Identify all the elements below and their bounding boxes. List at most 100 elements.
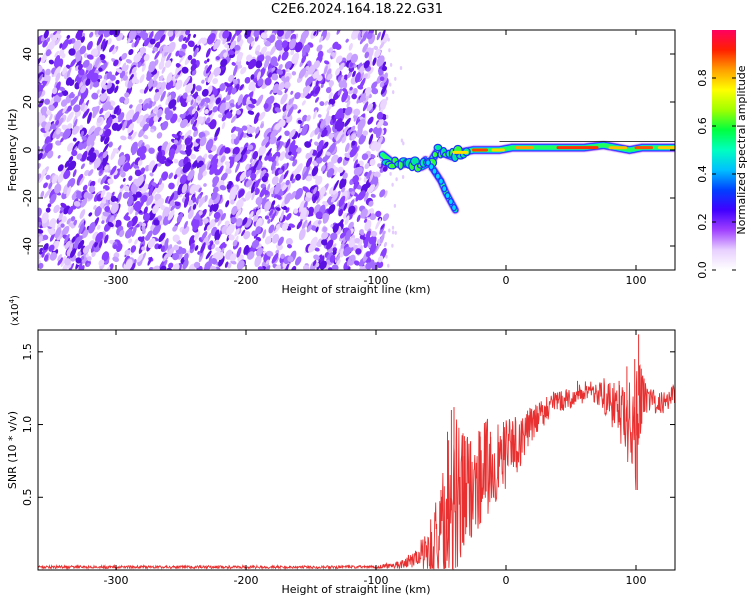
- noise-speckle: [155, 88, 159, 93]
- noise-speckle: [299, 200, 305, 212]
- noise-speckle: [38, 149, 41, 158]
- noise-speckle: [252, 159, 259, 171]
- noise-speckle: [373, 171, 381, 178]
- noise-speckle: [224, 220, 230, 227]
- noise-speckle: [124, 64, 129, 72]
- noise-speckle: [198, 116, 202, 122]
- noise-speckle: [287, 244, 292, 249]
- noise-speckle: [80, 85, 87, 94]
- noise-speckle: [232, 78, 239, 84]
- noise-speckle: [254, 255, 262, 267]
- noise-speckle: [330, 223, 334, 228]
- noise-speckle: [376, 111, 384, 120]
- noise-speckle: [275, 249, 280, 255]
- noise-speckle: [344, 142, 350, 153]
- noise-speckle: [264, 215, 270, 220]
- noise-speckle: [71, 192, 77, 199]
- noise-speckle: [343, 202, 348, 212]
- noise-speckle: [256, 94, 264, 106]
- noise-speckle: [347, 256, 352, 266]
- noise-speckle: [139, 89, 145, 94]
- noise-speckle: [344, 152, 351, 158]
- noise-speckle: [176, 30, 182, 38]
- noise-speckle: [44, 121, 51, 132]
- noise-speckle: [58, 92, 63, 97]
- noise-speckle: [274, 107, 282, 113]
- noise-speckle: [278, 119, 286, 128]
- noise-speckle: [100, 174, 108, 185]
- noise-speckle: [274, 264, 281, 270]
- noise-speckle: [209, 204, 214, 213]
- noise-speckle: [76, 173, 84, 186]
- noise-speckle: [148, 30, 154, 42]
- noise-speckle: [321, 239, 328, 246]
- noise-speckle: [87, 179, 92, 187]
- noise-speckle: [330, 232, 338, 241]
- noise-speckle: [199, 136, 207, 147]
- noise-speckle: [147, 256, 153, 266]
- noise-speckle: [264, 140, 271, 149]
- noise-speckle: [313, 186, 318, 195]
- noise-speckle: [142, 103, 149, 111]
- noise-speckle: [80, 102, 86, 111]
- noise-speckle: [79, 45, 87, 55]
- snr-exponent-label: (x104): [8, 295, 21, 326]
- noise-speckle: [80, 130, 85, 137]
- noise-speckle: [128, 49, 134, 56]
- noise-speckle: [276, 68, 284, 75]
- branch-blob: [438, 177, 445, 185]
- noise-speckle: [253, 112, 260, 125]
- noise-speckle: [328, 80, 334, 87]
- noise-speckle: [332, 250, 337, 256]
- noise-speckle: [48, 59, 55, 65]
- noise-speckle: [196, 96, 201, 101]
- noise-speckle: [58, 86, 66, 92]
- noise-speckle: [246, 54, 253, 62]
- noise-speckle: [290, 90, 294, 95]
- branch-blob: [447, 198, 454, 206]
- noise-speckle: [87, 111, 92, 125]
- noise-speckle: [288, 128, 296, 139]
- noise-speckle: [357, 190, 366, 201]
- noise-speckle: [53, 204, 60, 214]
- noise-speckle: [179, 118, 189, 129]
- noise-speckle: [41, 212, 49, 224]
- noise-speckle: [58, 211, 64, 221]
- noise-speckle: [268, 224, 275, 234]
- noise-speckle: [49, 113, 53, 121]
- spectrogram-ylabel: Frequency (Hz): [6, 109, 19, 192]
- noise-speckle: [174, 201, 181, 207]
- noise-speckle: [137, 253, 144, 263]
- noise-speckle: [362, 43, 369, 53]
- noise-speckle: [225, 94, 231, 101]
- noise-speckle: [57, 254, 62, 261]
- noise-speckle: [53, 35, 61, 46]
- x-tick-label: -100: [364, 574, 389, 587]
- noise-speckle: [248, 81, 256, 91]
- noise-speckle: [313, 254, 320, 261]
- noise-speckle: [322, 213, 330, 224]
- noise-speckle: [46, 37, 51, 43]
- noise-speckle: [94, 206, 102, 217]
- noise-speckle: [315, 211, 323, 219]
- noise-speckle: [263, 103, 269, 109]
- noise-speckle: [107, 178, 114, 185]
- noise-speckle: [102, 143, 109, 154]
- noise-speckle: [54, 80, 58, 90]
- noise-speckle: [326, 104, 332, 112]
- noise-speckle: [360, 208, 368, 219]
- noise-speckle: [225, 200, 230, 208]
- noise-speckle: [135, 191, 142, 198]
- noise-speckle: [93, 205, 97, 210]
- noise-speckle: [381, 30, 386, 41]
- noise-speckle: [64, 160, 70, 168]
- noise-speckle: [77, 251, 82, 257]
- noise-speckle: [62, 67, 68, 74]
- noise-speckle: [250, 30, 255, 38]
- noise-speckle: [349, 86, 353, 91]
- noise-speckle: [372, 56, 377, 66]
- noise-speckle: [229, 40, 237, 50]
- noise-speckle: [239, 147, 248, 158]
- noise-speckle: [338, 62, 345, 71]
